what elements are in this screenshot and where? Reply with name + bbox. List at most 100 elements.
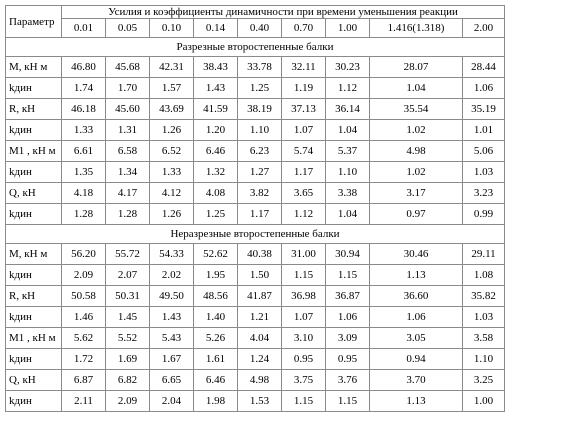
table-cell: 3.09	[325, 327, 370, 349]
table-cell: 5.52	[105, 327, 150, 349]
table-cell: 6.46	[193, 140, 238, 162]
table-cell: 4.18	[61, 182, 106, 204]
table-cell: 49.50	[149, 285, 194, 307]
table-cell: 38.43	[193, 56, 238, 78]
table-cell: 1.26	[149, 119, 194, 141]
table-cell: 38.19	[237, 98, 282, 120]
time-header-cell: 1.00	[325, 18, 370, 38]
dynamic-coefficients-table: Параметр Усилия и коэффициенты динамично…	[5, 5, 505, 412]
row-label: kдин	[5, 390, 62, 412]
table-cell: 1.12	[325, 77, 370, 99]
table-cell: 29.11	[462, 243, 505, 265]
table-cell: 5.26	[193, 327, 238, 349]
table-cell: 1.40	[193, 306, 238, 328]
table-cell: 42.31	[149, 56, 194, 78]
table-cell: 1.34	[105, 161, 150, 183]
table-cell: 1.32	[193, 161, 238, 183]
table-row: M, кН м 56.20 55.72 54.33 52.62 40.38 31.00 30.…	[5, 243, 505, 265]
table-cell: 50.31	[105, 285, 150, 307]
table-cell: 1.98	[193, 390, 238, 412]
table-cell: 3.38	[325, 182, 370, 204]
table-row: M1 , кН м 5.62 5.52 5.43 5.26 4.04 3.10 3.09 3.0…	[5, 327, 505, 349]
table-cell: 3.82	[237, 182, 282, 204]
table-cell: 5.37	[325, 140, 370, 162]
table-cell: 36.60	[369, 285, 463, 307]
row-label: kдин	[5, 203, 62, 225]
row-label: Q, кН	[5, 369, 62, 391]
table-cell: 1.12	[281, 203, 326, 225]
table-row: kдин 1.28 1.28 1.26 1.25 1.17 1.12 1.04 0.97 0.99	[5, 203, 505, 225]
table-cell: 1.25	[237, 77, 282, 99]
table-row: kдин 1.72 1.69 1.67 1.61 1.24 0.95 0.95 0.94 1.10	[5, 348, 505, 370]
table-cell: 5.74	[281, 140, 326, 162]
table-row: M, кН м 46.80 45.68 42.31 38.43 33.78 32.11 30.…	[5, 56, 505, 78]
table-cell: 1.04	[325, 203, 370, 225]
table-cell: 4.98	[237, 369, 282, 391]
table-cell: 3.75	[281, 369, 326, 391]
table-cell: 1.03	[462, 161, 505, 183]
table-cell: 1.15	[325, 390, 370, 412]
row-label: M1 , кН м	[5, 140, 62, 162]
row-label: M1 , кН м	[5, 327, 62, 349]
table-cell: 32.11	[281, 56, 326, 78]
table-cell: 30.46	[369, 243, 463, 265]
row-label: R, кН	[5, 98, 62, 120]
table-cell: 1.21	[237, 306, 282, 328]
table-cell: 3.76	[325, 369, 370, 391]
row-label: R, кН	[5, 285, 62, 307]
table-cell: 1.00	[462, 390, 505, 412]
table-cell: 35.82	[462, 285, 505, 307]
table-cell: 1.03	[462, 306, 505, 328]
section-title: Разрезные второстепенные балки	[5, 37, 505, 57]
table-cell: 1.50	[237, 264, 282, 286]
section-title-row: Неразрезные второстепенные балки	[5, 224, 505, 244]
table-cell: 1.01	[462, 119, 505, 141]
table-cell: 1.61	[193, 348, 238, 370]
table-row: R, кН 50.58 50.31 49.50 48.56 41.87 36.98 36.87…	[5, 285, 505, 307]
table-row: Q, кН 6.87 6.82 6.65 6.46 4.98 3.75 3.76 3.70 3.2…	[5, 369, 505, 391]
table-cell: 1.10	[325, 161, 370, 183]
param-header-cell: Параметр	[5, 5, 62, 38]
table-cell: 36.98	[281, 285, 326, 307]
table-cell: 1.43	[193, 77, 238, 99]
table-cell: 1.17	[237, 203, 282, 225]
table-cell: 6.87	[61, 369, 106, 391]
table-row: M1 , кН м 6.61 6.58 6.52 6.46 6.23 5.74 5.37 4.9…	[5, 140, 505, 162]
row-label: kдин	[5, 161, 62, 183]
time-header-cell: 2.00	[462, 18, 505, 38]
table-cell: 2.11	[61, 390, 106, 412]
table-cell: 1.02	[369, 119, 463, 141]
table-cell: 1.43	[149, 306, 194, 328]
table-cell: 36.14	[325, 98, 370, 120]
table-cell: 1.27	[237, 161, 282, 183]
time-header-cell: 0.10	[149, 18, 194, 38]
table-cell: 6.23	[237, 140, 282, 162]
table-row: kдин 1.35 1.34 1.33 1.32 1.27 1.17 1.10 1.02 1.03	[5, 161, 505, 183]
table-cell: 0.99	[462, 203, 505, 225]
table-row: kдин 2.09 2.07 2.02 1.95 1.50 1.15 1.15 1.13 1.08	[5, 264, 505, 286]
table-cell: 1.19	[281, 77, 326, 99]
table-cell: 2.02	[149, 264, 194, 286]
table-cell: 50.58	[61, 285, 106, 307]
table-cell: 1.95	[193, 264, 238, 286]
table-cell: 1.28	[61, 203, 106, 225]
table-cell: 5.62	[61, 327, 106, 349]
table-cell: 1.15	[325, 264, 370, 286]
table-cell: 54.33	[149, 243, 194, 265]
table-cell: 1.70	[105, 77, 150, 99]
table-cell: 45.68	[105, 56, 150, 78]
table-cell: 35.54	[369, 98, 463, 120]
table-cell: 1.33	[149, 161, 194, 183]
table-cell: 1.15	[281, 390, 326, 412]
table-cell: 0.95	[325, 348, 370, 370]
table-row: kдин 1.46 1.45 1.43 1.40 1.21 1.07 1.06 1.06 1.03	[5, 306, 505, 328]
table-cell: 33.78	[237, 56, 282, 78]
table-cell: 35.19	[462, 98, 505, 120]
table-cell: 28.07	[369, 56, 463, 78]
table-cell: 1.26	[149, 203, 194, 225]
table-cell: 1.20	[193, 119, 238, 141]
table-cell: 1.28	[105, 203, 150, 225]
table-cell: 55.72	[105, 243, 150, 265]
time-header-cell: 0.01	[61, 18, 106, 38]
